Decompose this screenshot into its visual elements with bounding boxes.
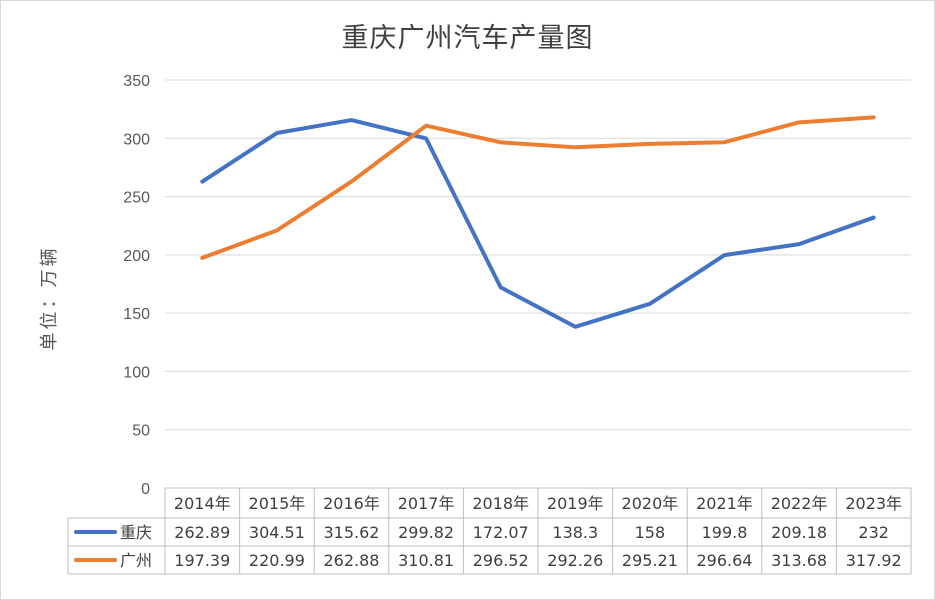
y-tick-labels: 0 50 100 150 200 250 300 350 (123, 73, 150, 498)
data-label: 313.68 (771, 551, 827, 570)
x-category-label: 2022年 (771, 494, 828, 513)
x-category-label: 2015年 (249, 494, 306, 513)
data-label: 158 (635, 523, 666, 542)
data-label: 304.51 (249, 523, 305, 542)
y-tick-label: 300 (123, 131, 150, 148)
series-lines (200, 115, 876, 329)
gridlines (165, 79, 911, 431)
x-category-label: 2016年 (323, 494, 380, 513)
x-category-label: 2021年 (696, 494, 753, 513)
y-tick-label: 250 (123, 190, 150, 207)
x-category-label: 2017年 (398, 494, 455, 513)
x-category-label: 2014年 (174, 494, 231, 513)
series-line-1 (200, 118, 876, 329)
data-label: 199.8 (702, 523, 748, 542)
data-label: 299.82 (398, 523, 454, 542)
data-label: 296.52 (473, 551, 529, 570)
x-category-label: 2019年 (547, 494, 604, 513)
legend-label: 重庆 (120, 523, 152, 542)
data-label: 209.18 (771, 523, 827, 542)
data-label: 262.89 (174, 523, 230, 542)
data-label: 172.07 (473, 523, 529, 542)
data-label: 317.92 (846, 551, 902, 570)
data-label: 220.99 (249, 551, 305, 570)
series-line-2 (200, 115, 876, 260)
data-label: 232 (858, 523, 889, 542)
y-tick-label: 50 (132, 423, 150, 440)
data-label: 138.3 (552, 523, 598, 542)
y-tick-label: 0 (141, 481, 150, 498)
data-label: 295.21 (622, 551, 678, 570)
x-category-label: 2018年 (472, 494, 529, 513)
data-label: 197.39 (174, 551, 230, 570)
legend-label: 广州 (120, 551, 152, 570)
y-tick-label: 150 (123, 306, 150, 323)
data-label: 292.26 (547, 551, 603, 570)
y-tick-label: 100 (123, 364, 150, 381)
data-label: 262.88 (324, 551, 380, 570)
data-label: 310.81 (398, 551, 454, 570)
x-category-label: 2020年 (622, 494, 679, 513)
x-category-label: 2023年 (845, 494, 902, 513)
data-label: 296.64 (697, 551, 753, 570)
data-label: 315.62 (324, 523, 380, 542)
y-tick-label: 200 (123, 248, 150, 265)
y-tick-label: 350 (123, 73, 150, 90)
chart-title: 重庆广州汽车产量图 (341, 23, 594, 54)
data-table: 2014年 2015年 2016年 2017年 2018年 2019年 2020年 2021年… (67, 487, 912, 575)
